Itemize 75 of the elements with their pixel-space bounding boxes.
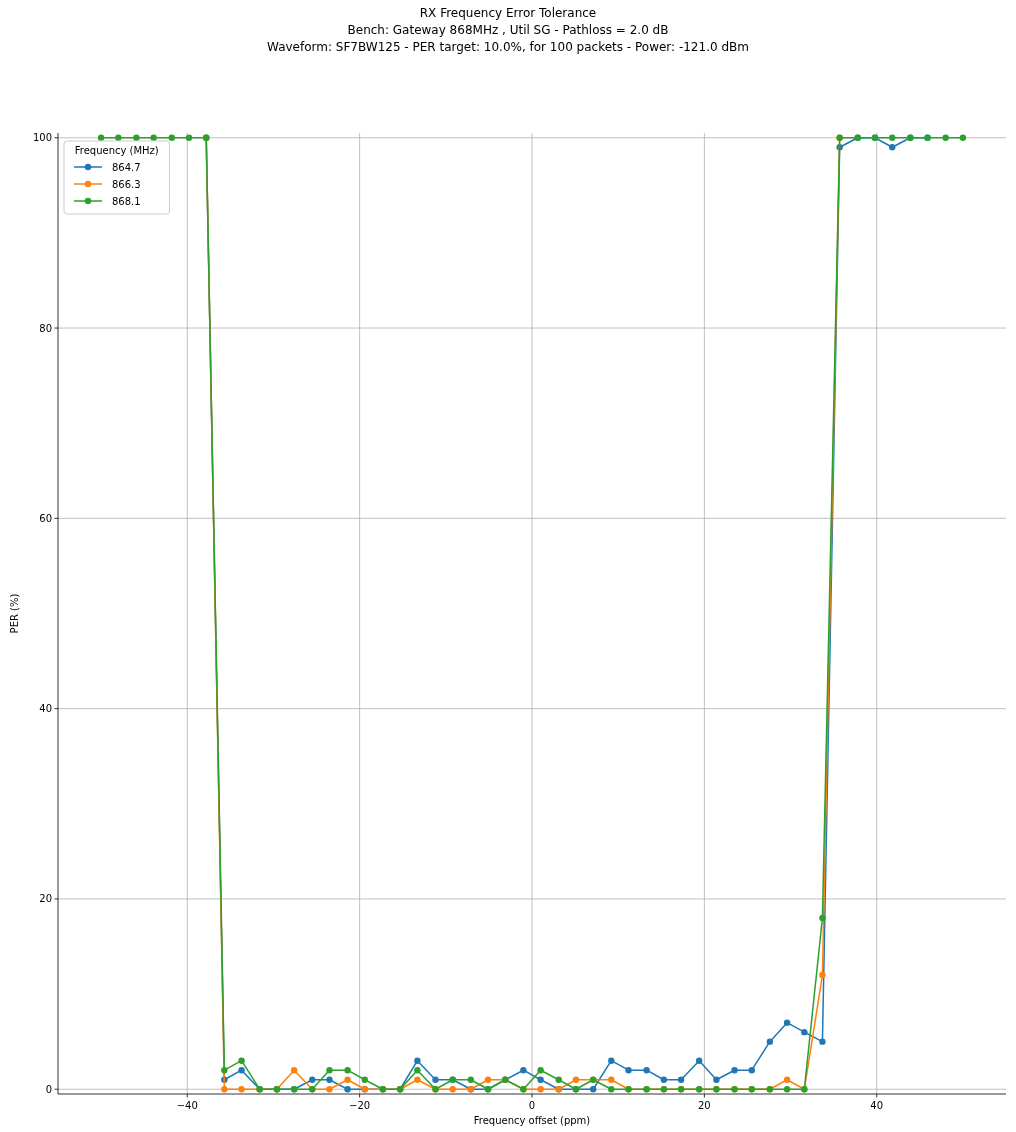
point bbox=[309, 1076, 316, 1083]
point bbox=[133, 134, 140, 141]
point bbox=[572, 1076, 580, 1083]
point bbox=[414, 1076, 421, 1083]
point bbox=[608, 1057, 615, 1064]
point bbox=[520, 1067, 527, 1074]
point bbox=[221, 1086, 228, 1093]
point bbox=[290, 1067, 298, 1074]
y-tick-label: 20 bbox=[39, 893, 52, 905]
y-tick-label: 60 bbox=[39, 512, 52, 524]
point bbox=[238, 1057, 245, 1064]
point bbox=[942, 134, 949, 141]
point bbox=[537, 1086, 544, 1093]
point bbox=[643, 1067, 650, 1074]
point bbox=[695, 1057, 703, 1064]
point bbox=[819, 914, 826, 922]
x-tick-label: 20 bbox=[698, 1100, 711, 1111]
point bbox=[660, 1076, 668, 1083]
point bbox=[344, 1067, 351, 1074]
x-tick-label: −40 bbox=[176, 1100, 198, 1111]
point bbox=[326, 1067, 333, 1074]
point bbox=[889, 134, 896, 141]
point bbox=[783, 1086, 791, 1093]
x-axis-title: Frequency offset (ppm) bbox=[473, 1115, 591, 1126]
point bbox=[414, 1067, 421, 1074]
point bbox=[467, 1076, 475, 1083]
point bbox=[221, 1067, 228, 1074]
chart-subtitle: Bench: Gateway 868MHz , Util SG - Pathloss = 2.0 dB Waveform: SF7BW125 - PER target: 10.0%, for 100 packets - Power: -121.0 dBm bbox=[267, 23, 749, 54]
point bbox=[414, 1057, 421, 1064]
point bbox=[625, 1067, 632, 1074]
point bbox=[537, 1067, 544, 1074]
point bbox=[185, 134, 193, 141]
point bbox=[959, 134, 967, 141]
point bbox=[748, 1067, 755, 1074]
point bbox=[168, 134, 175, 141]
x-tick-label: 0 bbox=[528, 1100, 536, 1111]
point bbox=[537, 1076, 544, 1083]
point bbox=[608, 1076, 615, 1083]
point bbox=[97, 134, 105, 141]
point bbox=[449, 1086, 456, 1093]
chart-title: RX Frequency Error Tolerance bbox=[419, 6, 597, 20]
point bbox=[326, 1086, 333, 1093]
x-tick-label: 40 bbox=[870, 1100, 884, 1111]
legend-label: 868.1 bbox=[112, 195, 141, 207]
point bbox=[783, 1076, 791, 1083]
point bbox=[713, 1076, 720, 1083]
point bbox=[361, 1076, 369, 1083]
y-axis-title: PER (%) bbox=[9, 593, 20, 634]
point bbox=[677, 1076, 685, 1083]
legend-title: Frequency (MHz) bbox=[74, 145, 159, 156]
y-tick-label: 0 bbox=[45, 1083, 52, 1095]
point bbox=[766, 1038, 774, 1045]
point bbox=[589, 1086, 597, 1093]
y-tick-label: 40 bbox=[39, 703, 52, 715]
x-tick-label: −20 bbox=[349, 1100, 371, 1111]
y-tick-label: 100 bbox=[32, 132, 52, 144]
legend-label: 866.3 bbox=[112, 178, 141, 190]
point bbox=[889, 144, 896, 151]
point bbox=[731, 1067, 738, 1074]
point bbox=[484, 1076, 492, 1083]
point bbox=[432, 1076, 439, 1083]
point bbox=[344, 1086, 351, 1093]
point bbox=[344, 1076, 351, 1083]
y-tick-label: 80 bbox=[39, 322, 52, 334]
point bbox=[326, 1076, 333, 1083]
point bbox=[555, 1076, 562, 1083]
point bbox=[238, 1086, 245, 1093]
point bbox=[819, 971, 826, 979]
point bbox=[150, 134, 157, 141]
point bbox=[801, 1028, 808, 1036]
legend-label: 864.7 bbox=[112, 161, 141, 173]
point bbox=[783, 1019, 791, 1026]
point bbox=[238, 1067, 245, 1074]
point bbox=[608, 1086, 615, 1093]
point bbox=[819, 1038, 826, 1045]
